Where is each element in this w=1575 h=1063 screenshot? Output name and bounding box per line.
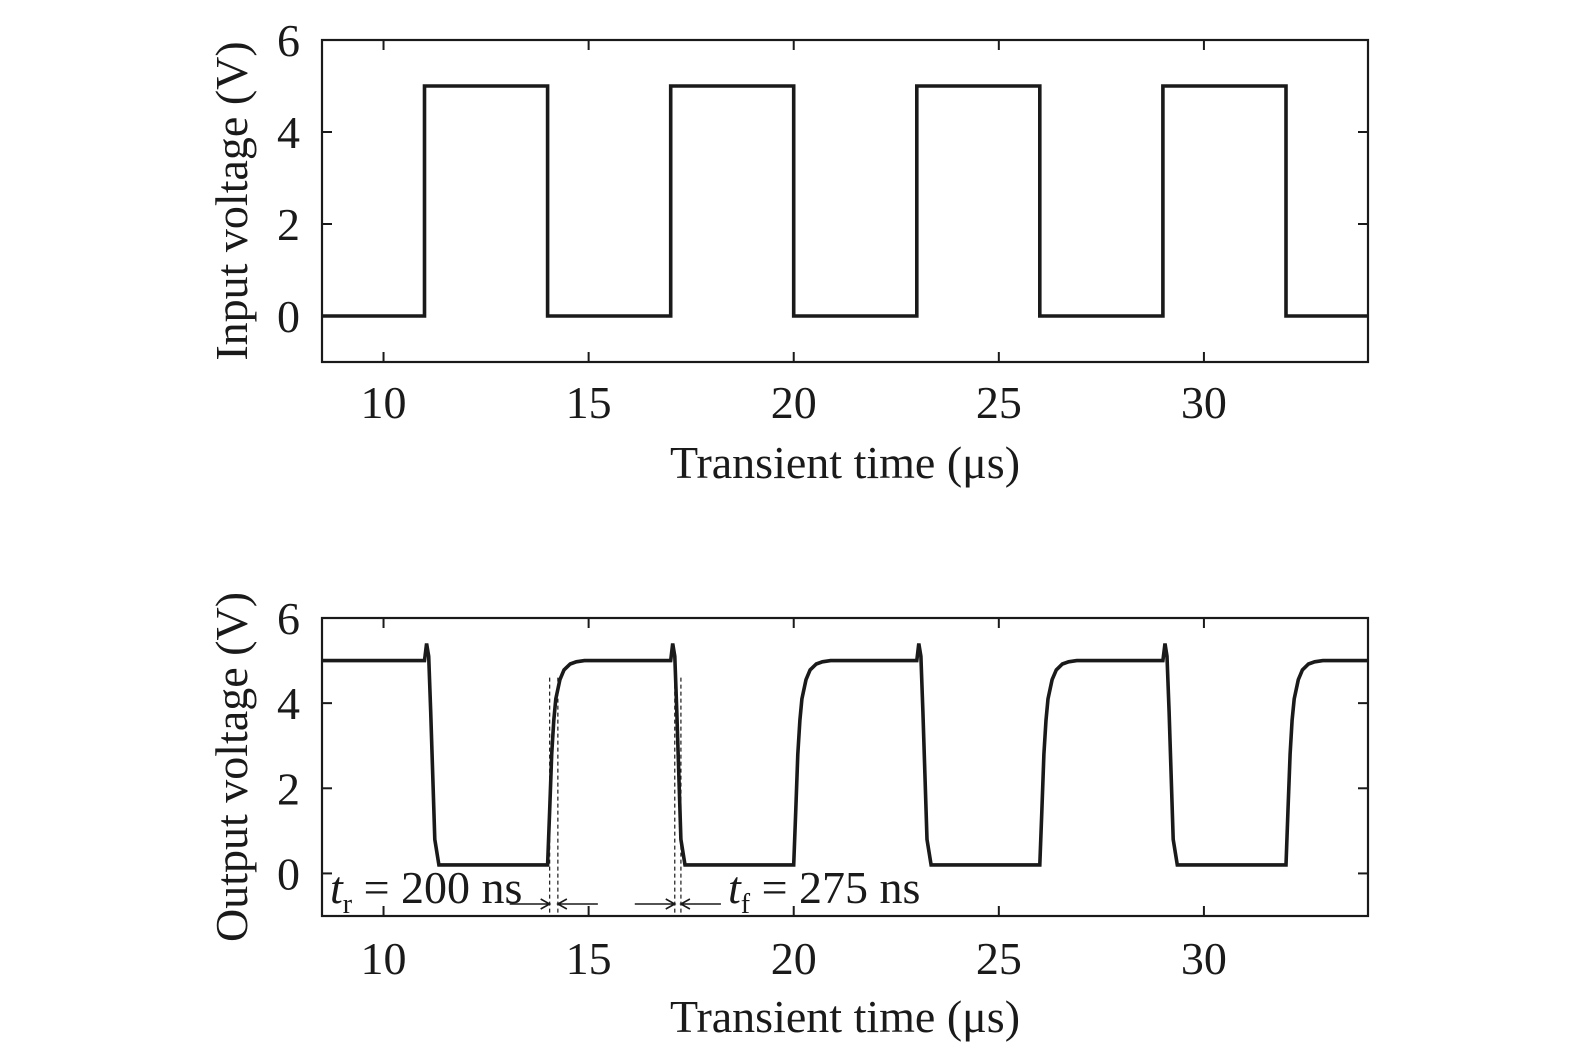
output-x-axis: 10 15 20 25 30	[361, 618, 1227, 984]
rise-time-subscript: r	[343, 889, 353, 920]
switching-time-arrow-right	[679, 898, 721, 910]
output-y-tick-label: 4	[277, 678, 300, 729]
output-x-axis-title: Transient time (μs)	[670, 991, 1020, 1042]
input-y-tick-label: 2	[277, 199, 300, 250]
output-y-axis-title: Output voltage (V)	[206, 592, 257, 942]
output-y-tick-label: 0	[277, 848, 300, 899]
input-x-tick-label: 20	[771, 377, 817, 428]
output-voltage-trace	[322, 643, 1368, 867]
rise-time-symbol: t	[330, 862, 344, 913]
fall-time-annotation: tf = 275 ns	[728, 862, 920, 920]
switching-time-arrow-left	[634, 898, 677, 910]
input-x-tick-label: 30	[1181, 377, 1227, 428]
output-x-tick-label: 30	[1181, 933, 1227, 984]
output-x-tick-label: 10	[361, 933, 407, 984]
input-voltage-trace	[322, 84, 1368, 318]
input-x-tick-label: 10	[361, 377, 407, 428]
switching-time-arrow-right	[556, 898, 598, 910]
input-plot-frame	[320, 38, 1370, 364]
switching-time-markers	[509, 677, 721, 914]
output-x-tick-label: 25	[976, 933, 1022, 984]
input-y-tick-label: 4	[277, 107, 300, 158]
input-y-axis-title: Input voltage (V)	[206, 41, 257, 360]
input-y-axis: 0 2 4 6	[277, 15, 1368, 342]
input-x-axis-title: Transient time (μs)	[670, 437, 1020, 488]
rise-time-annotation: tr = 200 ns	[330, 862, 522, 920]
output-x-tick-label: 15	[566, 933, 612, 984]
input-x-tick-label: 25	[976, 377, 1022, 428]
fall-time-value: = 275 ns	[750, 862, 920, 913]
output-y-tick-label: 6	[277, 593, 300, 644]
fall-time-symbol: t	[728, 862, 742, 913]
input-y-tick-label: 0	[277, 291, 300, 342]
output-y-axis: 0 2 4 6	[277, 593, 1368, 899]
input-x-tick-label: 15	[566, 377, 612, 428]
output-x-tick-label: 20	[771, 933, 817, 984]
switching-time-arrow-left	[509, 898, 552, 910]
output-y-tick-label: 2	[277, 763, 300, 814]
input-voltage-panel: 10 15 20 25 30 0 2 4 6 Transient time (μs) Inpu…	[206, 15, 1370, 488]
output-plot-frame	[320, 616, 1370, 918]
input-x-axis: 10 15 20 25 30	[361, 40, 1227, 428]
input-y-tick-label: 6	[277, 15, 300, 66]
fall-time-subscript: f	[741, 889, 751, 920]
rise-time-value: = 200 ns	[352, 862, 522, 913]
